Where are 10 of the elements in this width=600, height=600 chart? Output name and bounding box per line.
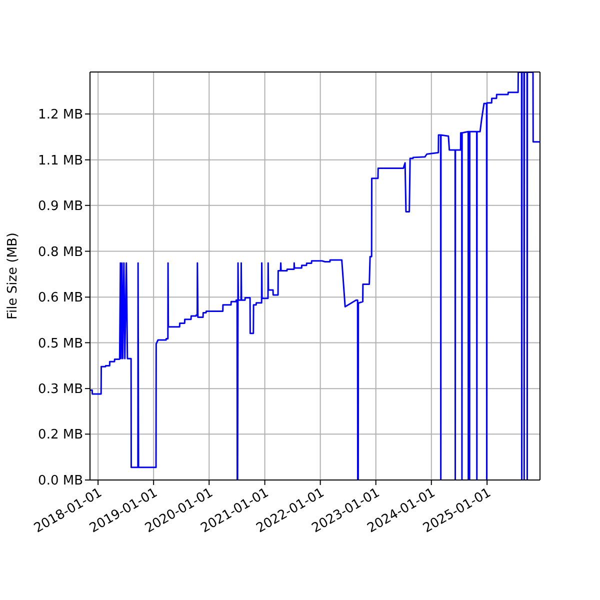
y-tick-label: 0.8 MB	[38, 244, 83, 260]
y-tick-label: 0.2 MB	[38, 428, 83, 443]
y-tick-label: 0.3 MB	[38, 382, 83, 398]
y-tick-label: 1.2 MB	[38, 108, 83, 123]
y-tick-label: 1.1 MB	[38, 153, 83, 168]
y-tick-label: 0.5 MB	[38, 336, 83, 352]
y-axis-title: File Size (MB)	[6, 232, 21, 320]
y-tick-label: 0.9 MB	[38, 199, 83, 214]
y-tick-label: 0.0 MB	[38, 474, 83, 489]
y-tick-label: 0.6 MB	[38, 290, 83, 306]
